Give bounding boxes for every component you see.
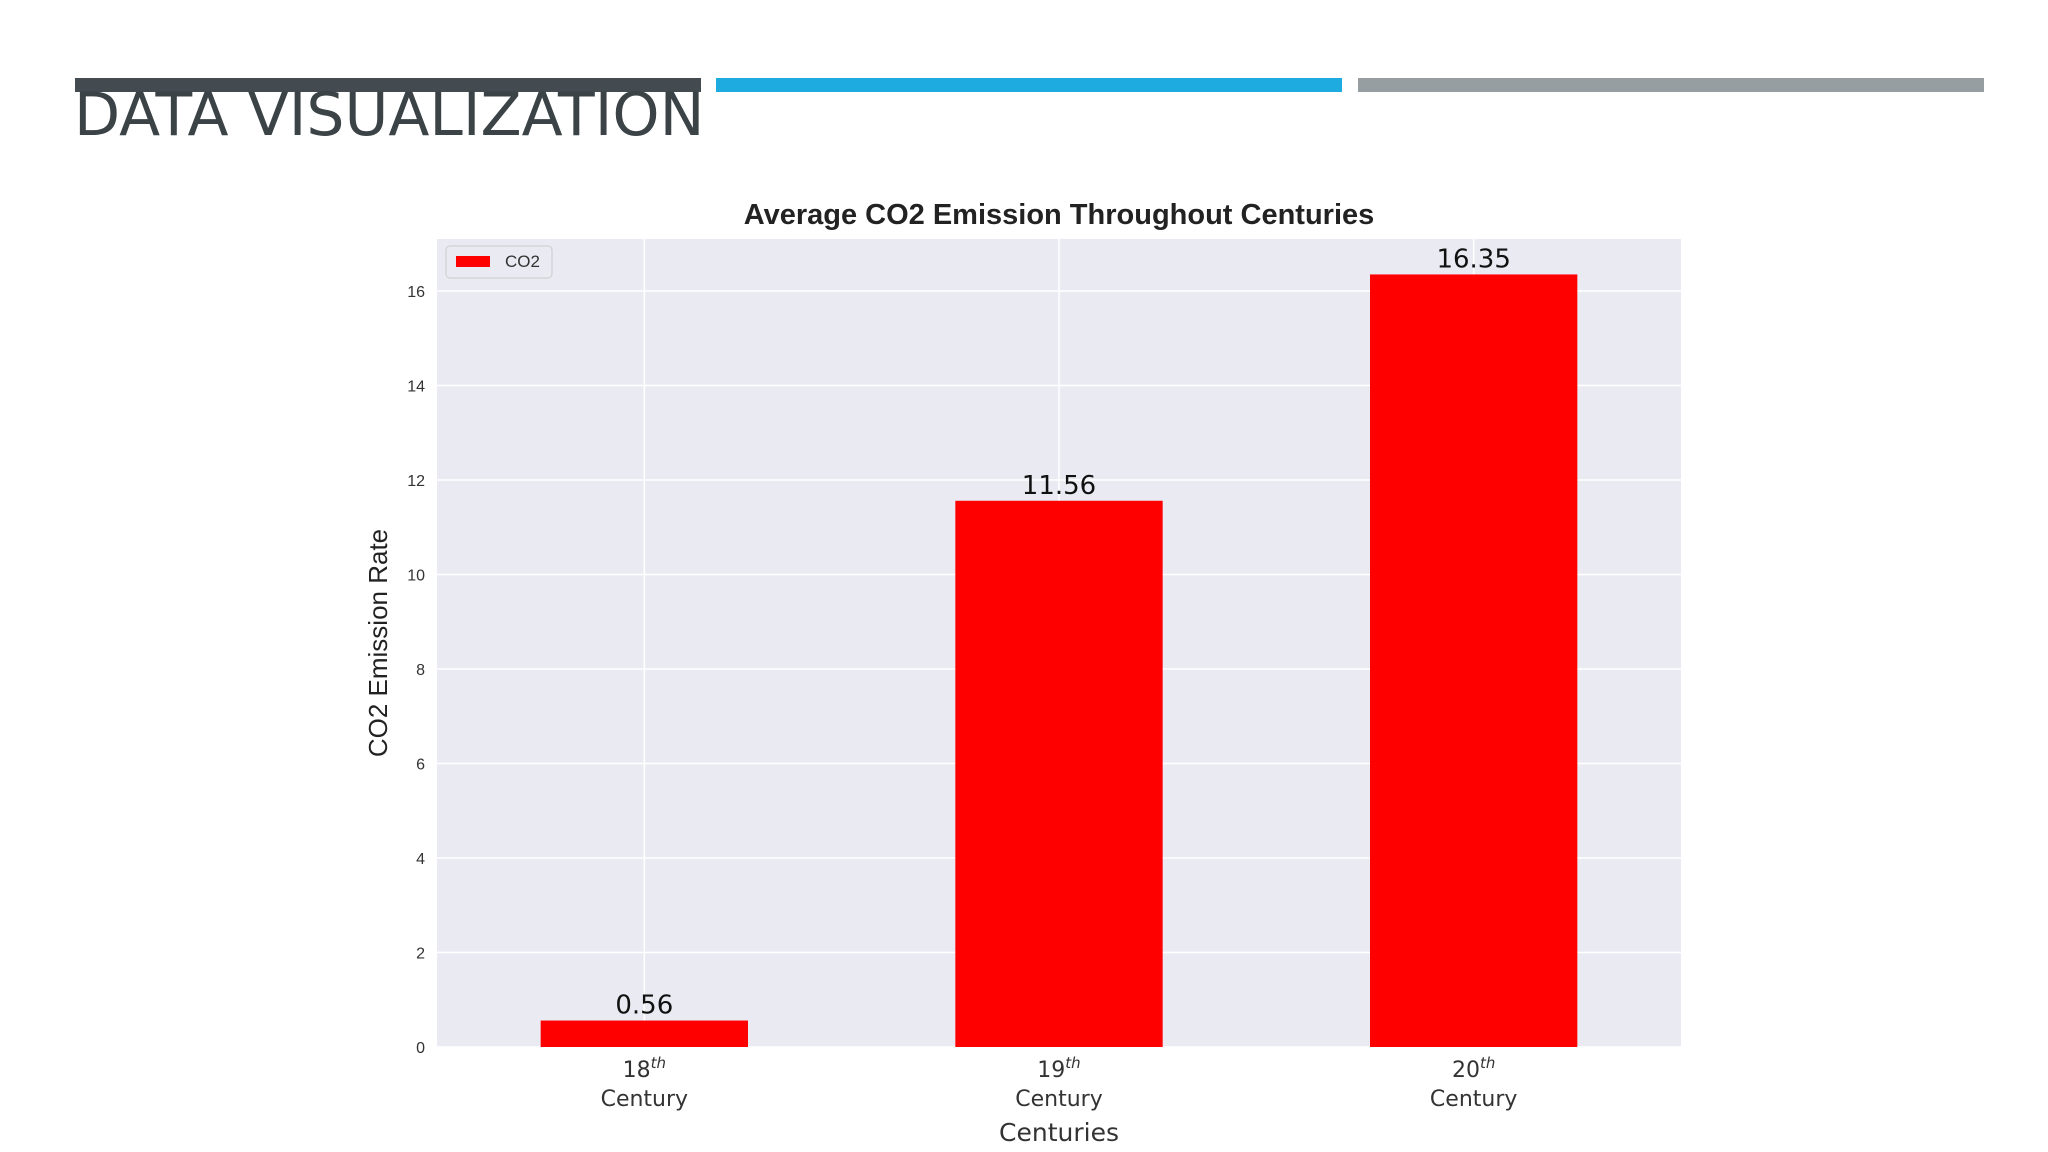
- y-tick-labels: 0 2 4 6 8 10 12 14 16: [407, 284, 425, 1057]
- y-tick-label: 4: [416, 851, 425, 868]
- y-tick-label: 10: [407, 567, 425, 584]
- data-labels: 0.56 11.56 16.35: [615, 244, 1510, 1020]
- accent-bar-dark: [75, 78, 701, 92]
- y-tick-label: 14: [407, 378, 425, 395]
- x-tick-ordinal: 20th: [1452, 1054, 1495, 1083]
- slide-title: DATA VISUALIZATION: [74, 80, 705, 150]
- y-tick-label: 12: [407, 473, 425, 490]
- x-tick-label: Century: [601, 1087, 688, 1112]
- accent-bar-blue: [716, 78, 1342, 92]
- data-label: 11.56: [1022, 471, 1096, 501]
- x-tick-label: Century: [1430, 1087, 1517, 1112]
- y-tick-label: 0: [416, 1040, 425, 1057]
- x-axis-label: Centuries: [999, 1118, 1119, 1147]
- y-axis-label: CO2 Emission Rate: [363, 529, 393, 757]
- legend-label-co2: CO2: [505, 252, 540, 271]
- chart-title: Average CO2 Emission Throughout Centurie…: [744, 199, 1375, 231]
- legend: CO2: [445, 245, 553, 279]
- bar-19-century: [955, 500, 1163, 1048]
- data-label: 0.56: [615, 991, 673, 1021]
- x-tick-labels: 18th Century 19th Century 20th Century: [601, 1054, 1518, 1112]
- y-tick-label: 6: [416, 756, 425, 773]
- y-tick-label: 2: [416, 945, 425, 962]
- y-tick-label: 16: [407, 284, 425, 301]
- accent-bar-gray: [1358, 78, 1984, 92]
- legend-swatch-co2: [456, 256, 490, 267]
- y-tick-label: 8: [416, 662, 425, 679]
- x-tick-label: Century: [1015, 1087, 1102, 1112]
- bar-18-century: [540, 1020, 748, 1047]
- bar-20-century: [1370, 274, 1578, 1047]
- bars: [540, 274, 1578, 1048]
- legend-box: [445, 245, 553, 279]
- x-tick-ordinal: 19th: [1037, 1054, 1080, 1083]
- x-tick-ordinal: 18th: [623, 1054, 666, 1083]
- data-label: 16.35: [1436, 244, 1510, 274]
